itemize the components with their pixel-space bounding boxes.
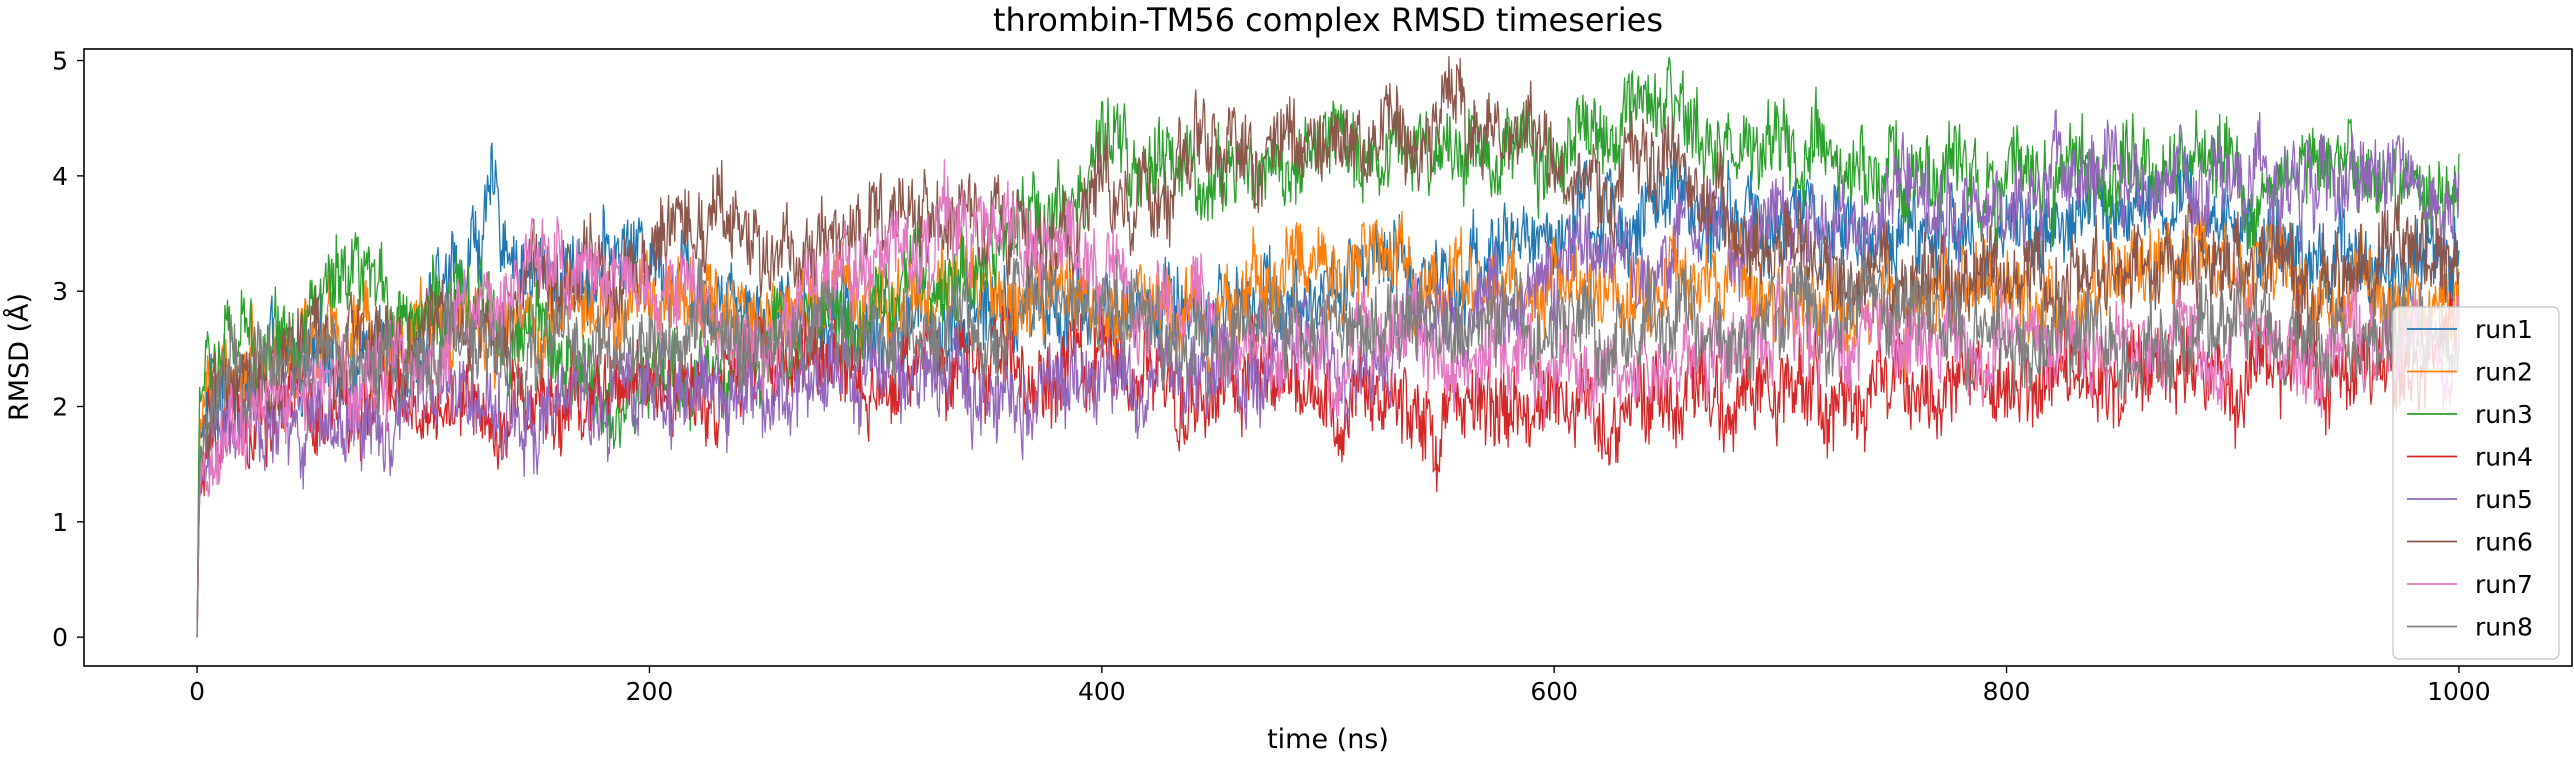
ticks-layer: 0 200 400 600 800 1000 0 1 2 3 4 5 bbox=[52, 47, 2491, 706]
legend-box bbox=[2392, 306, 2560, 660]
series-line-run8 bbox=[196, 251, 2460, 638]
legend-label-run7: run7 bbox=[2475, 570, 2533, 599]
y-tick-label: 5 bbox=[52, 47, 68, 76]
chart-title: thrombin-TM56 complex RMSD timeseries bbox=[993, 1, 1663, 39]
series-line-run6 bbox=[196, 56, 2460, 638]
legend-label-run1: run1 bbox=[2475, 315, 2533, 344]
series-layer bbox=[196, 56, 2460, 638]
x-tick-label: 1000 bbox=[2427, 677, 2491, 706]
legend-label-run2: run2 bbox=[2475, 358, 2533, 387]
x-tick-label: 400 bbox=[1078, 677, 1126, 706]
legend-label-run3: run3 bbox=[2475, 400, 2533, 429]
plot-frame bbox=[83, 48, 2573, 667]
legend-label-run6: run6 bbox=[2475, 528, 2533, 557]
x-tick-label: 600 bbox=[1530, 677, 1578, 706]
x-tick-label: 0 bbox=[189, 677, 205, 706]
y-tick-label: 2 bbox=[52, 393, 68, 422]
x-axis-title: time (ns) bbox=[1267, 724, 1389, 755]
legend-label-run8: run8 bbox=[2475, 613, 2533, 642]
x-tick-label: 800 bbox=[1983, 677, 2031, 706]
series-line-run7 bbox=[196, 159, 2460, 638]
y-tick-label: 3 bbox=[52, 277, 68, 306]
y-tick-label: 1 bbox=[52, 508, 68, 537]
y-axis-title: RMSD (Å) bbox=[3, 293, 35, 421]
legend-label-run5: run5 bbox=[2475, 485, 2533, 514]
legend-label-run4: run4 bbox=[2475, 443, 2533, 472]
x-tick-label: 200 bbox=[626, 677, 674, 706]
y-tick-label: 0 bbox=[52, 623, 68, 652]
legend: run1 run2 run3 run4 run5 run6 run7 run8 bbox=[2392, 306, 2560, 660]
y-tick-label: 4 bbox=[52, 162, 68, 191]
